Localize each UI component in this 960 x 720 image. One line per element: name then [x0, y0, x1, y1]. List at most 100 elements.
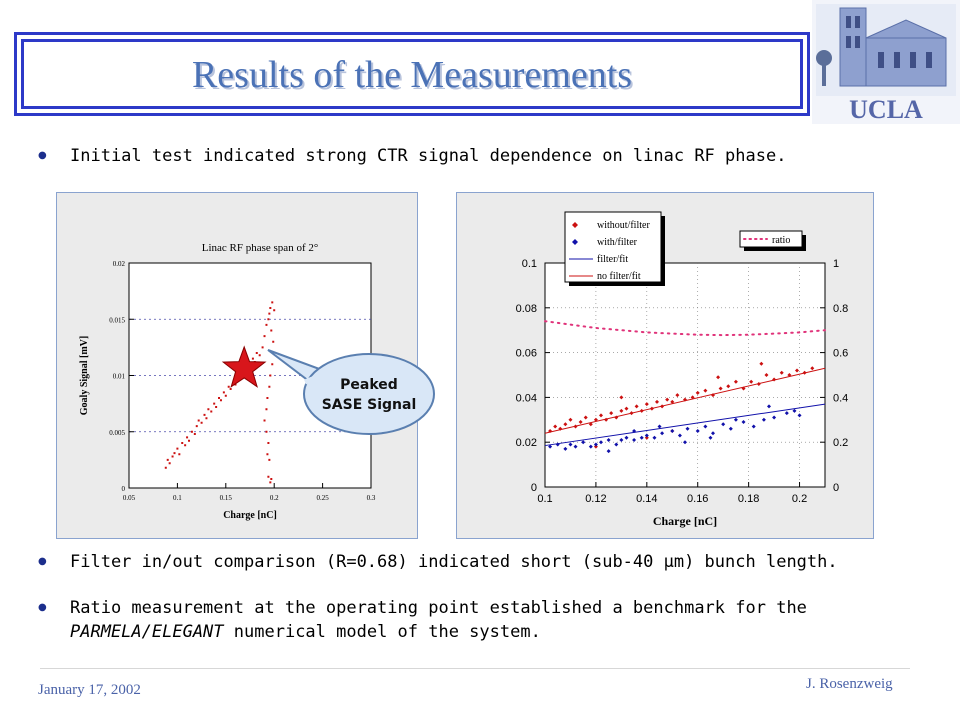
data-point: [270, 478, 273, 480]
data-point: [716, 375, 721, 380]
data-point: [578, 420, 583, 425]
data-point: [665, 397, 670, 402]
data-point: [273, 352, 276, 354]
data-point: [632, 437, 637, 442]
data-point: [675, 393, 680, 398]
data-point: [644, 402, 649, 407]
data-point: [810, 366, 815, 371]
x-tick-label: 0.25: [316, 494, 329, 502]
data-point: [193, 433, 196, 435]
data-point: [184, 444, 187, 447]
data-point: [178, 453, 181, 456]
data-point: [227, 385, 230, 388]
data-point: [232, 380, 235, 383]
left-chart: 0 0.005 0.01 0.015 0.02 0.05 0.1 0.15 0.2 0.25 0.3…: [79, 242, 376, 521]
data-point: [772, 415, 777, 420]
data-point: [218, 397, 221, 399]
data-point: [215, 406, 218, 408]
data-point: [222, 391, 225, 394]
data-point: [207, 408, 210, 411]
bullet-text-3: Ratio measurement at the operating point…: [70, 596, 807, 644]
data-point: [213, 402, 216, 405]
data-point: [703, 388, 708, 393]
y-tick-label: 0.02: [516, 437, 537, 449]
fit-line: [544, 367, 826, 434]
data-point: [721, 422, 726, 427]
data-point: [599, 440, 603, 445]
data-point: [244, 372, 247, 375]
data-point: [670, 399, 675, 404]
x-tick-label: 0.18: [738, 493, 759, 505]
data-point: [197, 419, 200, 422]
data-point: [764, 373, 769, 377]
legend-marker: [572, 222, 578, 228]
data-point: [792, 408, 797, 413]
y-tick-label: 0.06: [516, 348, 537, 360]
data-point: [568, 442, 573, 447]
x-axis-label: Charge [nC]: [223, 510, 277, 521]
bullet-icon: ●: [38, 556, 47, 567]
legend-label: with/filter: [597, 237, 638, 248]
data-point: [749, 379, 754, 384]
data-point: [251, 357, 254, 360]
data-point: [268, 312, 271, 315]
data-point: [695, 429, 700, 433]
data-point: [205, 417, 208, 420]
data-point: [210, 410, 213, 413]
data-point: [652, 435, 657, 440]
data-point: [268, 385, 271, 388]
data-point: [568, 417, 573, 422]
x-tick-label: 0.2: [792, 493, 807, 505]
left-chart-panel: 0 0.005 0.01 0.015 0.02 0.05 0.1 0.15 0.2 0.25 0.3…: [56, 192, 418, 539]
data-point: [247, 363, 250, 366]
y2-tick-label: 0.8: [833, 303, 848, 315]
data-point: [168, 462, 171, 465]
data-point: [683, 440, 687, 445]
data-point: [593, 444, 598, 449]
data-point: [270, 329, 273, 332]
data-point: [271, 363, 274, 366]
data-point: [583, 415, 588, 420]
data-point: [219, 399, 222, 402]
y-tick-label: 0.02: [113, 260, 126, 268]
data-point: [253, 361, 256, 363]
y-tick-label: 0.01: [113, 373, 126, 381]
data-point: [619, 395, 624, 400]
data-point: [272, 340, 275, 343]
plot-area: [544, 262, 826, 488]
y2-tick-label: 0.6: [833, 348, 848, 360]
data-point: [644, 433, 649, 438]
y2-tick-label: 0.4: [833, 392, 848, 404]
right-chart-panel: 0 0.02 0.04 0.06 0.08 0.1 0 0.2 0.4 0.6 0.8 1 0.1 0.1…: [456, 192, 874, 539]
data-point: [733, 417, 738, 422]
data-point: [703, 424, 708, 429]
data-point: [609, 411, 614, 416]
legend-ratio: ratio: [739, 230, 806, 251]
data-point: [265, 408, 268, 411]
data-point: [632, 429, 637, 433]
data-point: [265, 430, 268, 433]
data-point: [188, 439, 191, 442]
data-point: [624, 435, 629, 440]
right-chart: 00.020.040.060.080.100.20.40.60.810.1 0.1…: [516, 211, 848, 528]
data-point: [164, 466, 167, 469]
data-point: [795, 368, 799, 373]
x-tick-label: 0.14: [636, 493, 657, 505]
legend-box: [739, 230, 803, 248]
data-point: [190, 430, 193, 433]
bullet-icon: ●: [38, 602, 47, 613]
x-tick-label: 0.16: [687, 493, 708, 505]
data-point: [670, 429, 675, 433]
data-point: [588, 444, 593, 449]
data-point: [695, 390, 700, 395]
footer-date: January 17, 2002: [38, 682, 141, 698]
data-point: [271, 301, 274, 304]
data-point: [203, 413, 206, 416]
data-point: [741, 420, 746, 425]
data-point: [779, 370, 784, 375]
data-point: [767, 404, 771, 409]
title-frame: Results of the Measurements: [14, 32, 810, 116]
data-point: [657, 424, 662, 429]
data-point: [733, 379, 738, 384]
y-axis-label: Goaly Signal [mV]: [79, 336, 90, 415]
